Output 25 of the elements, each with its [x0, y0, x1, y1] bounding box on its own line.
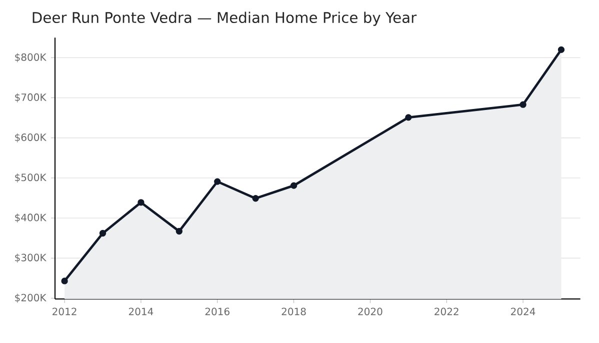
x-tick-label: 2012 — [52, 308, 76, 316]
point — [558, 46, 565, 54]
y-tick-label: $700K — [15, 93, 46, 102]
point — [520, 101, 526, 108]
y-tick-label: $500K — [15, 173, 46, 182]
y-tick-label: $400K — [15, 214, 46, 223]
x-tick-label: 2016 — [205, 308, 230, 316]
point — [252, 195, 259, 202]
point — [99, 230, 106, 237]
point — [405, 114, 412, 121]
x-tick-label: 2020 — [358, 308, 382, 316]
x-tick-label: 2024 — [511, 308, 536, 316]
point — [138, 199, 144, 206]
y-tick-label: $800K — [15, 53, 46, 62]
x-tick-label: 2018 — [282, 308, 306, 316]
x-tick-label: 2014 — [128, 308, 154, 316]
point — [214, 178, 221, 185]
x-tick-label: 2022 — [434, 308, 458, 316]
point — [176, 228, 183, 235]
y-tick-label: $200K — [15, 294, 46, 303]
point — [61, 278, 68, 284]
y-tick-label: $600K — [15, 133, 46, 142]
point — [290, 182, 298, 189]
y-tick-label: $300K — [15, 254, 46, 263]
chart-title: Deer Run Ponte Vedra — Median Home Price by Year — [32, 12, 417, 26]
